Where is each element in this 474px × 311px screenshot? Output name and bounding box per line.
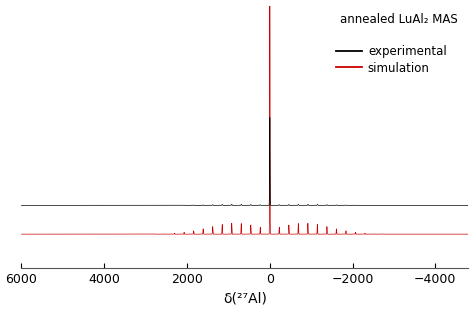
Legend: experimental, simulation: experimental, simulation <box>331 40 451 79</box>
X-axis label: δ(²⁷Al): δ(²⁷Al) <box>223 291 267 305</box>
Text: annealed LuAl₂ MAS: annealed LuAl₂ MAS <box>339 13 457 26</box>
